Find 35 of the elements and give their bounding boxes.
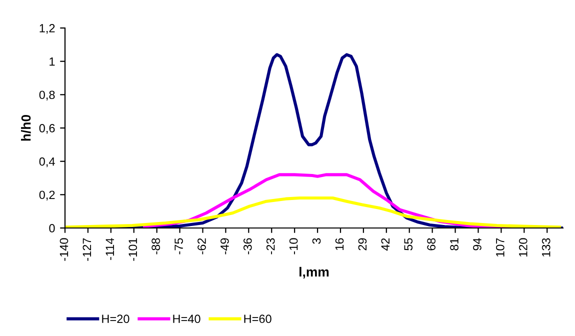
y-tick-label: 0,2 xyxy=(39,190,55,200)
x-axis-title: l,mm xyxy=(300,266,329,279)
x-tick-label: 107 xyxy=(496,238,504,257)
x-tick-label: -10 xyxy=(289,238,298,254)
y-tick-label: 1,2 xyxy=(40,24,55,34)
y-tick-label: 0,4 xyxy=(39,157,55,168)
y-tick-label: 0 xyxy=(49,224,55,232)
x-tick-label: 42 xyxy=(381,238,390,251)
x-tick-label: 3 xyxy=(312,238,321,244)
x-tick-label: -114 xyxy=(106,238,114,260)
x-tick-label: -140 xyxy=(60,238,68,261)
x-tick-label: 29 xyxy=(358,238,367,250)
x-tick-label: -36 xyxy=(243,238,252,254)
x-tick-label: -62 xyxy=(198,238,206,254)
x-tick-label: -127 xyxy=(82,238,92,261)
x-tick-label: -101 xyxy=(128,238,138,261)
x-tick-label: -75 xyxy=(174,238,183,254)
x-tick-label: -88 xyxy=(152,238,160,254)
line-series xyxy=(65,196,561,228)
legend-label: H=40 xyxy=(173,314,200,324)
y-axis-title: h/h0 xyxy=(21,114,31,141)
x-tick-label: 68 xyxy=(427,238,436,250)
x-tick-label: 94 xyxy=(473,238,482,250)
x-tick-label: -23 xyxy=(266,238,275,254)
x-tick-label: 133 xyxy=(542,238,550,257)
x-tick-label: 81 xyxy=(450,238,458,250)
legend-label: H=60 xyxy=(244,314,272,324)
y-tick-label: 1 xyxy=(50,57,55,66)
y-tick-label: 0,6 xyxy=(39,124,55,134)
y-tick-label: 0,8 xyxy=(39,90,55,100)
legend-label: H=20 xyxy=(102,314,130,324)
x-tick-label: 16 xyxy=(335,238,344,250)
x-tick-label: 120 xyxy=(518,238,528,257)
x-tick-label: 55 xyxy=(404,238,413,250)
x-tick-label: -49 xyxy=(220,238,229,254)
